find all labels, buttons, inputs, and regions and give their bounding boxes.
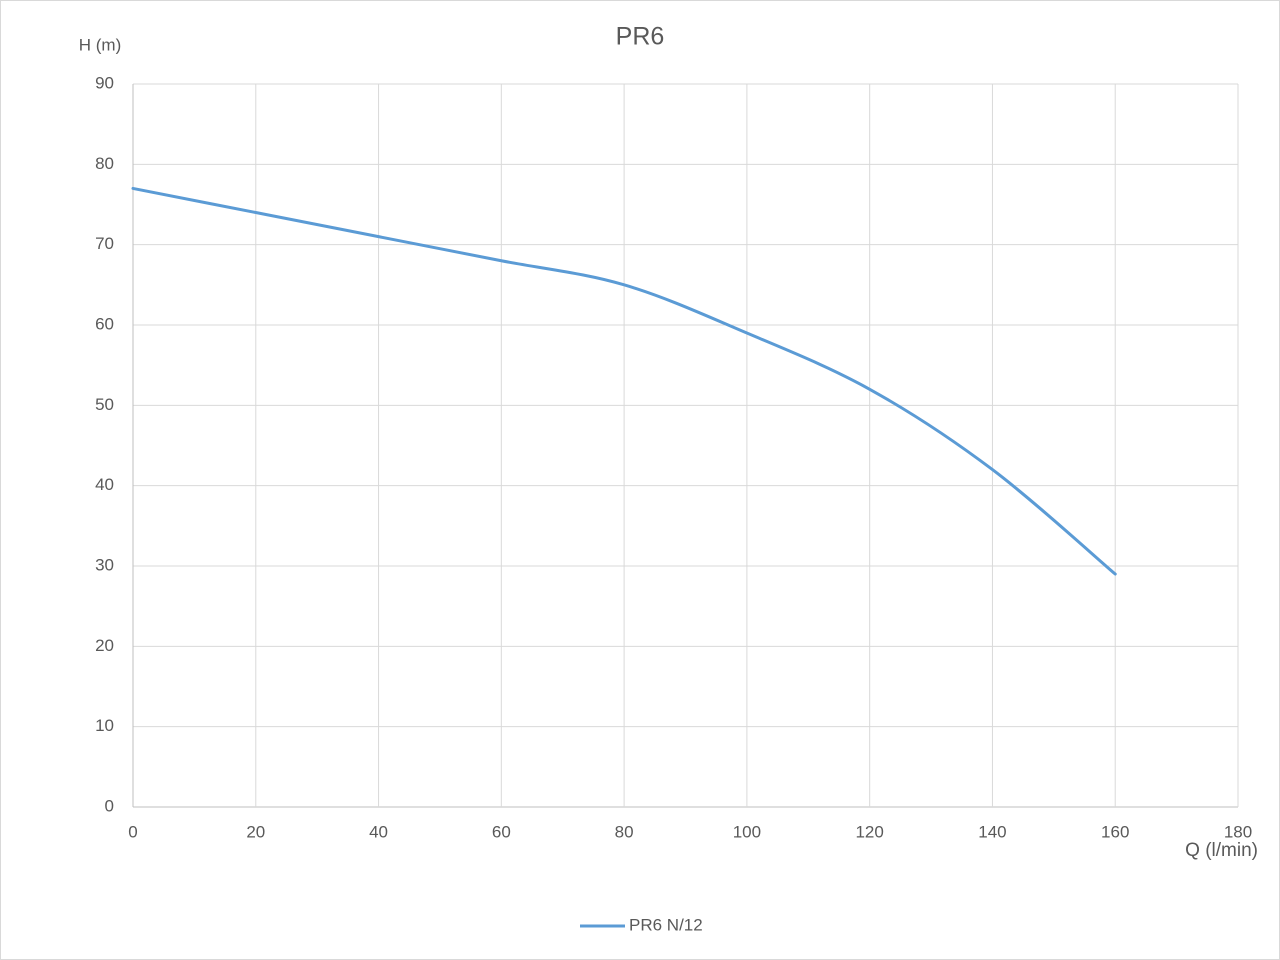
- x-axis-label: Q (l/min): [1185, 840, 1258, 861]
- x-tick-label: 100: [733, 822, 761, 841]
- x-tick-label: 40: [369, 822, 388, 841]
- line: [131, 186, 1117, 576]
- y-tick-label: 30: [95, 555, 114, 574]
- y-tick-label: 0: [105, 796, 114, 815]
- x-tick-label: 160: [1101, 822, 1129, 841]
- x-tick-label: 140: [978, 822, 1006, 841]
- x-tick-label: 80: [615, 822, 634, 841]
- x-tick-label: 20: [246, 822, 265, 841]
- y-tick-label: 80: [95, 154, 114, 173]
- y-tick-label: 40: [95, 475, 114, 494]
- legend-label: PR6 N/12: [629, 915, 703, 934]
- x-tick-label: 120: [855, 822, 883, 841]
- y-tick-label: 70: [95, 234, 114, 253]
- x-tick-label: 0: [128, 822, 137, 841]
- x-tick-label: 180: [1224, 822, 1252, 841]
- x-tick-label: 60: [492, 822, 511, 841]
- chart-title: PR6: [616, 23, 665, 51]
- y-tick-label: 90: [95, 73, 114, 92]
- y-axis-label: H (m): [79, 35, 121, 54]
- y-tick-label: 50: [95, 395, 114, 414]
- y-tick-label: 20: [95, 636, 114, 655]
- y-tick-label: 10: [95, 716, 114, 735]
- y-tick-label: 60: [95, 314, 114, 333]
